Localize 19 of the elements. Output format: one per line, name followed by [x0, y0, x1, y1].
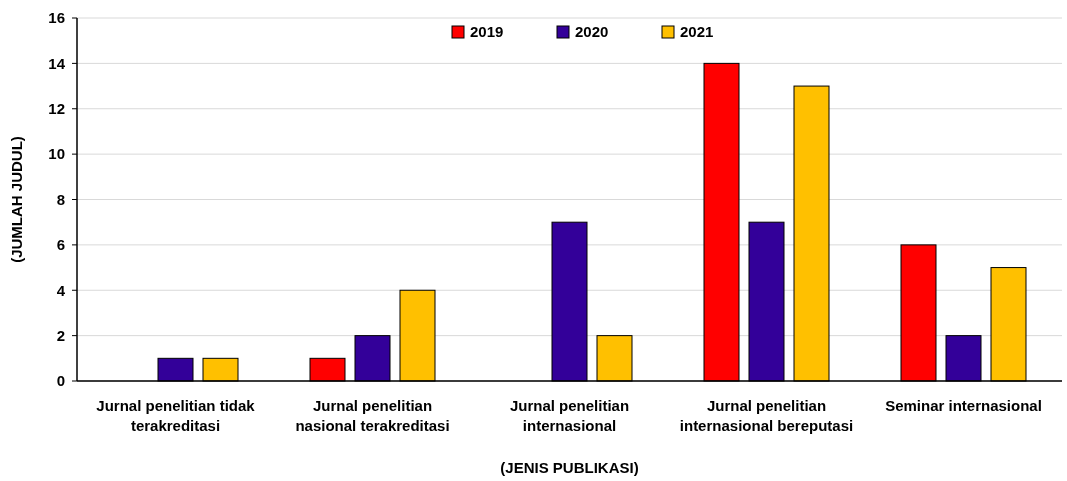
- x-tick-label: Seminar internasional: [885, 397, 1042, 414]
- y-tick-label: 8: [56, 190, 65, 208]
- legend-label: 2019: [470, 23, 504, 41]
- y-tick-label: 4: [56, 281, 66, 299]
- x-tick-label: Jurnal penelitian nasional terakreditasi: [295, 397, 450, 434]
- y-tick-label: 14: [48, 54, 66, 72]
- legend-label: 2020: [575, 23, 609, 41]
- y-tick-label: 2: [56, 326, 65, 344]
- y-tick-label: 0: [56, 372, 65, 390]
- y-axis-title: (JUMLAH JUDUL): [8, 136, 25, 263]
- y-tick-label: 6: [56, 236, 65, 254]
- y-tick-label: 10: [48, 145, 65, 163]
- y-tick-label: 16: [48, 9, 65, 27]
- y-tick-label: 12: [48, 100, 65, 117]
- x-tick-label: Jurnal penelitian internasional: [509, 397, 630, 434]
- x-tick-label: Jurnal penelitian internasional bereputasi: [679, 397, 854, 434]
- x-tick-label: Jurnal penelitian tidak terakreditasi: [96, 397, 256, 434]
- legend-label: 2021: [680, 23, 714, 41]
- x-axis-title: (JENIS PUBLIKASI): [500, 459, 639, 476]
